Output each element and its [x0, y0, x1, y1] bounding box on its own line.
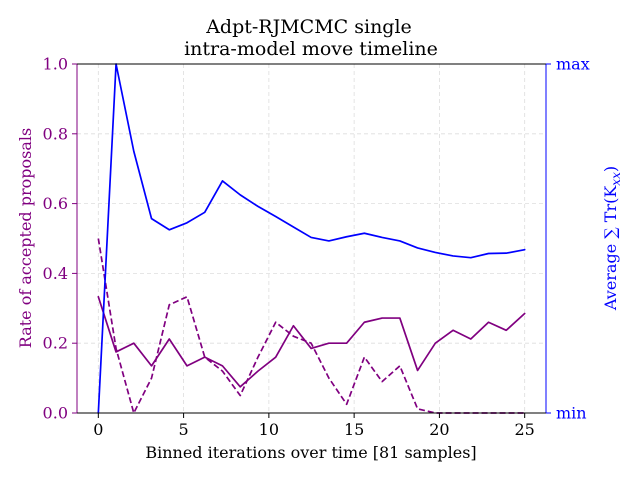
y-tick-label-left: 1.0: [43, 55, 68, 74]
y-tick-label-right: max: [556, 55, 590, 74]
y-axis-label-right-close: ): [601, 166, 620, 172]
chart-title-line1: Adpt-RJMCMC single: [205, 16, 412, 38]
y-tick-label-left: 0.8: [43, 124, 68, 143]
y-axis-label-right-sub: xx: [609, 172, 623, 186]
y-ticks-right: min max: [546, 55, 590, 423]
series-line-1: [97, 238, 525, 414]
y-axis-label-right-main: Average ∑ Tr(K: [601, 185, 620, 311]
x-tick-label: 25: [515, 420, 535, 439]
y-axis-label-right: Average ∑ Tr(Kxx): [601, 166, 623, 311]
chart-title-line2: intra-model move timeline: [184, 38, 438, 60]
x-tick-label: 10: [259, 420, 279, 439]
x-tick-label: 20: [429, 420, 449, 439]
y-ticks-left: 0.0 0.2 0.4 0.6 0.8 1.0: [43, 55, 77, 423]
x-tick-label: 0: [93, 420, 103, 439]
series-layer: [97, 63, 526, 414]
y-tick-label-left: 0.2: [43, 334, 68, 353]
y-axis-label-left: Rate of accepted proposals: [16, 128, 35, 348]
series-line-2: [97, 63, 526, 414]
x-tick-label: 15: [344, 420, 364, 439]
y-tick-label-left: 0.4: [43, 264, 68, 283]
y-tick-label-left: 0.6: [43, 194, 68, 213]
series-line-0: [97, 295, 526, 388]
x-ticks: 0 5 10 15 20 25: [93, 413, 535, 439]
x-axis-label: Binned iterations over time [81 samples]: [145, 443, 476, 462]
y-tick-label-right: min: [556, 404, 587, 423]
x-tick-label: 5: [178, 420, 188, 439]
y-tick-label-left: 0.0: [43, 404, 68, 423]
